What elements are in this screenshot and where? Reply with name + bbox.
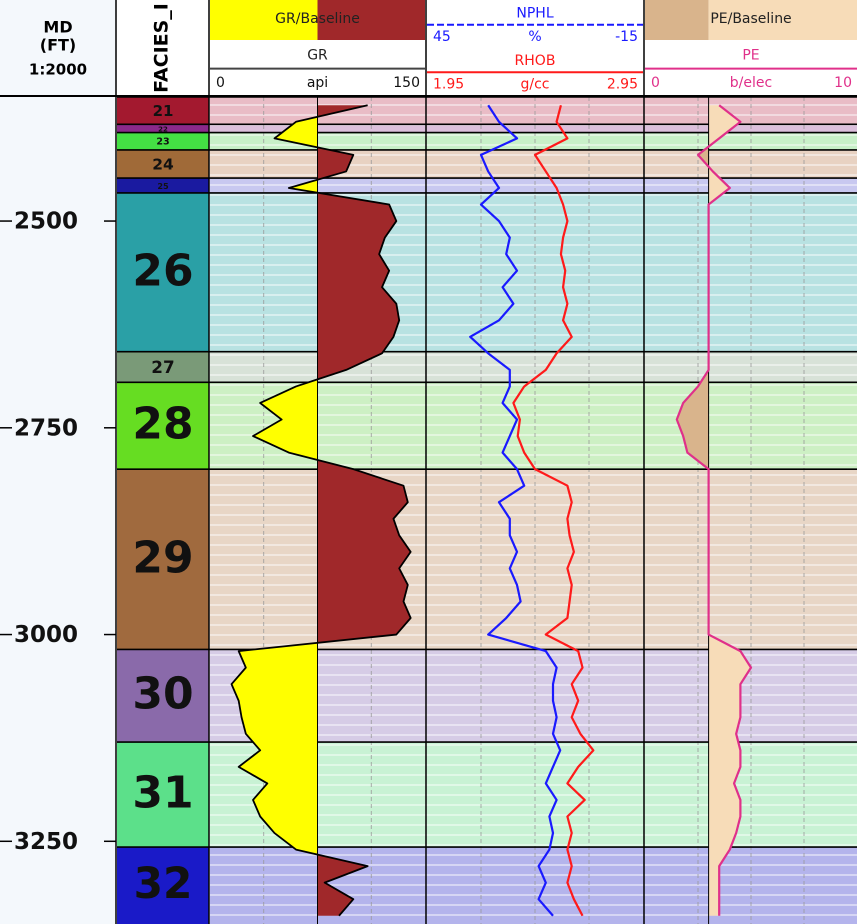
scale-max: 2.95 [607, 77, 638, 93]
curve-name: PE [742, 47, 759, 63]
track-title: PE/Baseline [710, 11, 791, 27]
scale-max: 150 [393, 75, 420, 91]
facies-label: 27 [151, 357, 174, 377]
depth-track-bg [0, 0, 116, 924]
facies-box [117, 382, 209, 470]
facies-label: 22 [158, 125, 168, 133]
depth-label: 2500 [14, 209, 78, 235]
scale-min: 0 [216, 75, 225, 91]
depth-scale: 1:2000 [29, 61, 87, 79]
curve-name: GR [307, 47, 328, 63]
depth-unit: (FT) [40, 36, 76, 55]
depth-label: 3000 [14, 622, 78, 648]
baseline-fill-high [317, 105, 411, 916]
curve-name: NPHL [516, 5, 553, 21]
facies-box [117, 178, 209, 193]
facies-label: 21 [153, 102, 174, 120]
baseline-swatch-high [708, 0, 857, 40]
curve [512, 104, 595, 917]
scale-unit: g/cc [521, 77, 550, 93]
facies-label: 29 [132, 532, 193, 583]
facies-box [117, 124, 209, 133]
facies-label: 32 [134, 859, 193, 908]
facies-box [117, 469, 209, 650]
scale-unit: api [307, 75, 328, 91]
scale-unit: b/elec [730, 75, 772, 91]
facies-label: 28 [132, 399, 193, 450]
facies-label: 23 [156, 137, 169, 148]
facies-box [117, 132, 209, 150]
curve-name: RHOB [515, 53, 556, 69]
depth-title: MD [43, 18, 72, 37]
curve [469, 104, 562, 917]
curve [675, 104, 753, 916]
baseline-fill-low [231, 105, 318, 916]
baseline-swatch-low [645, 0, 709, 40]
scale-max: -15 [615, 29, 638, 45]
scale-max: 10 [834, 75, 852, 91]
scale-unit: % [528, 29, 541, 45]
facies-label: 26 [132, 245, 193, 296]
baseline-swatch-high [317, 0, 425, 40]
scale-min: 45 [433, 29, 451, 45]
facies-label: 25 [157, 181, 169, 191]
facies-title: FACIES_I [151, 3, 173, 93]
facies-box [117, 847, 209, 924]
facies-box [117, 351, 209, 383]
track-title: GR/Baseline [275, 11, 360, 27]
facies-box [117, 97, 209, 125]
facies-box [117, 192, 209, 352]
facies-label: 31 [132, 768, 193, 819]
depth-label: 3250 [14, 829, 78, 855]
curve [230, 104, 412, 917]
facies-label: 24 [152, 155, 174, 173]
facies-box [117, 742, 209, 848]
facies-box [117, 149, 209, 179]
baseline-swatch-low [210, 0, 318, 40]
scale-min: 0 [651, 75, 660, 91]
depth-label: 2750 [14, 415, 78, 441]
facies-box [117, 649, 209, 743]
scale-min: 1.95 [433, 77, 464, 93]
facies-label: 30 [132, 669, 193, 720]
